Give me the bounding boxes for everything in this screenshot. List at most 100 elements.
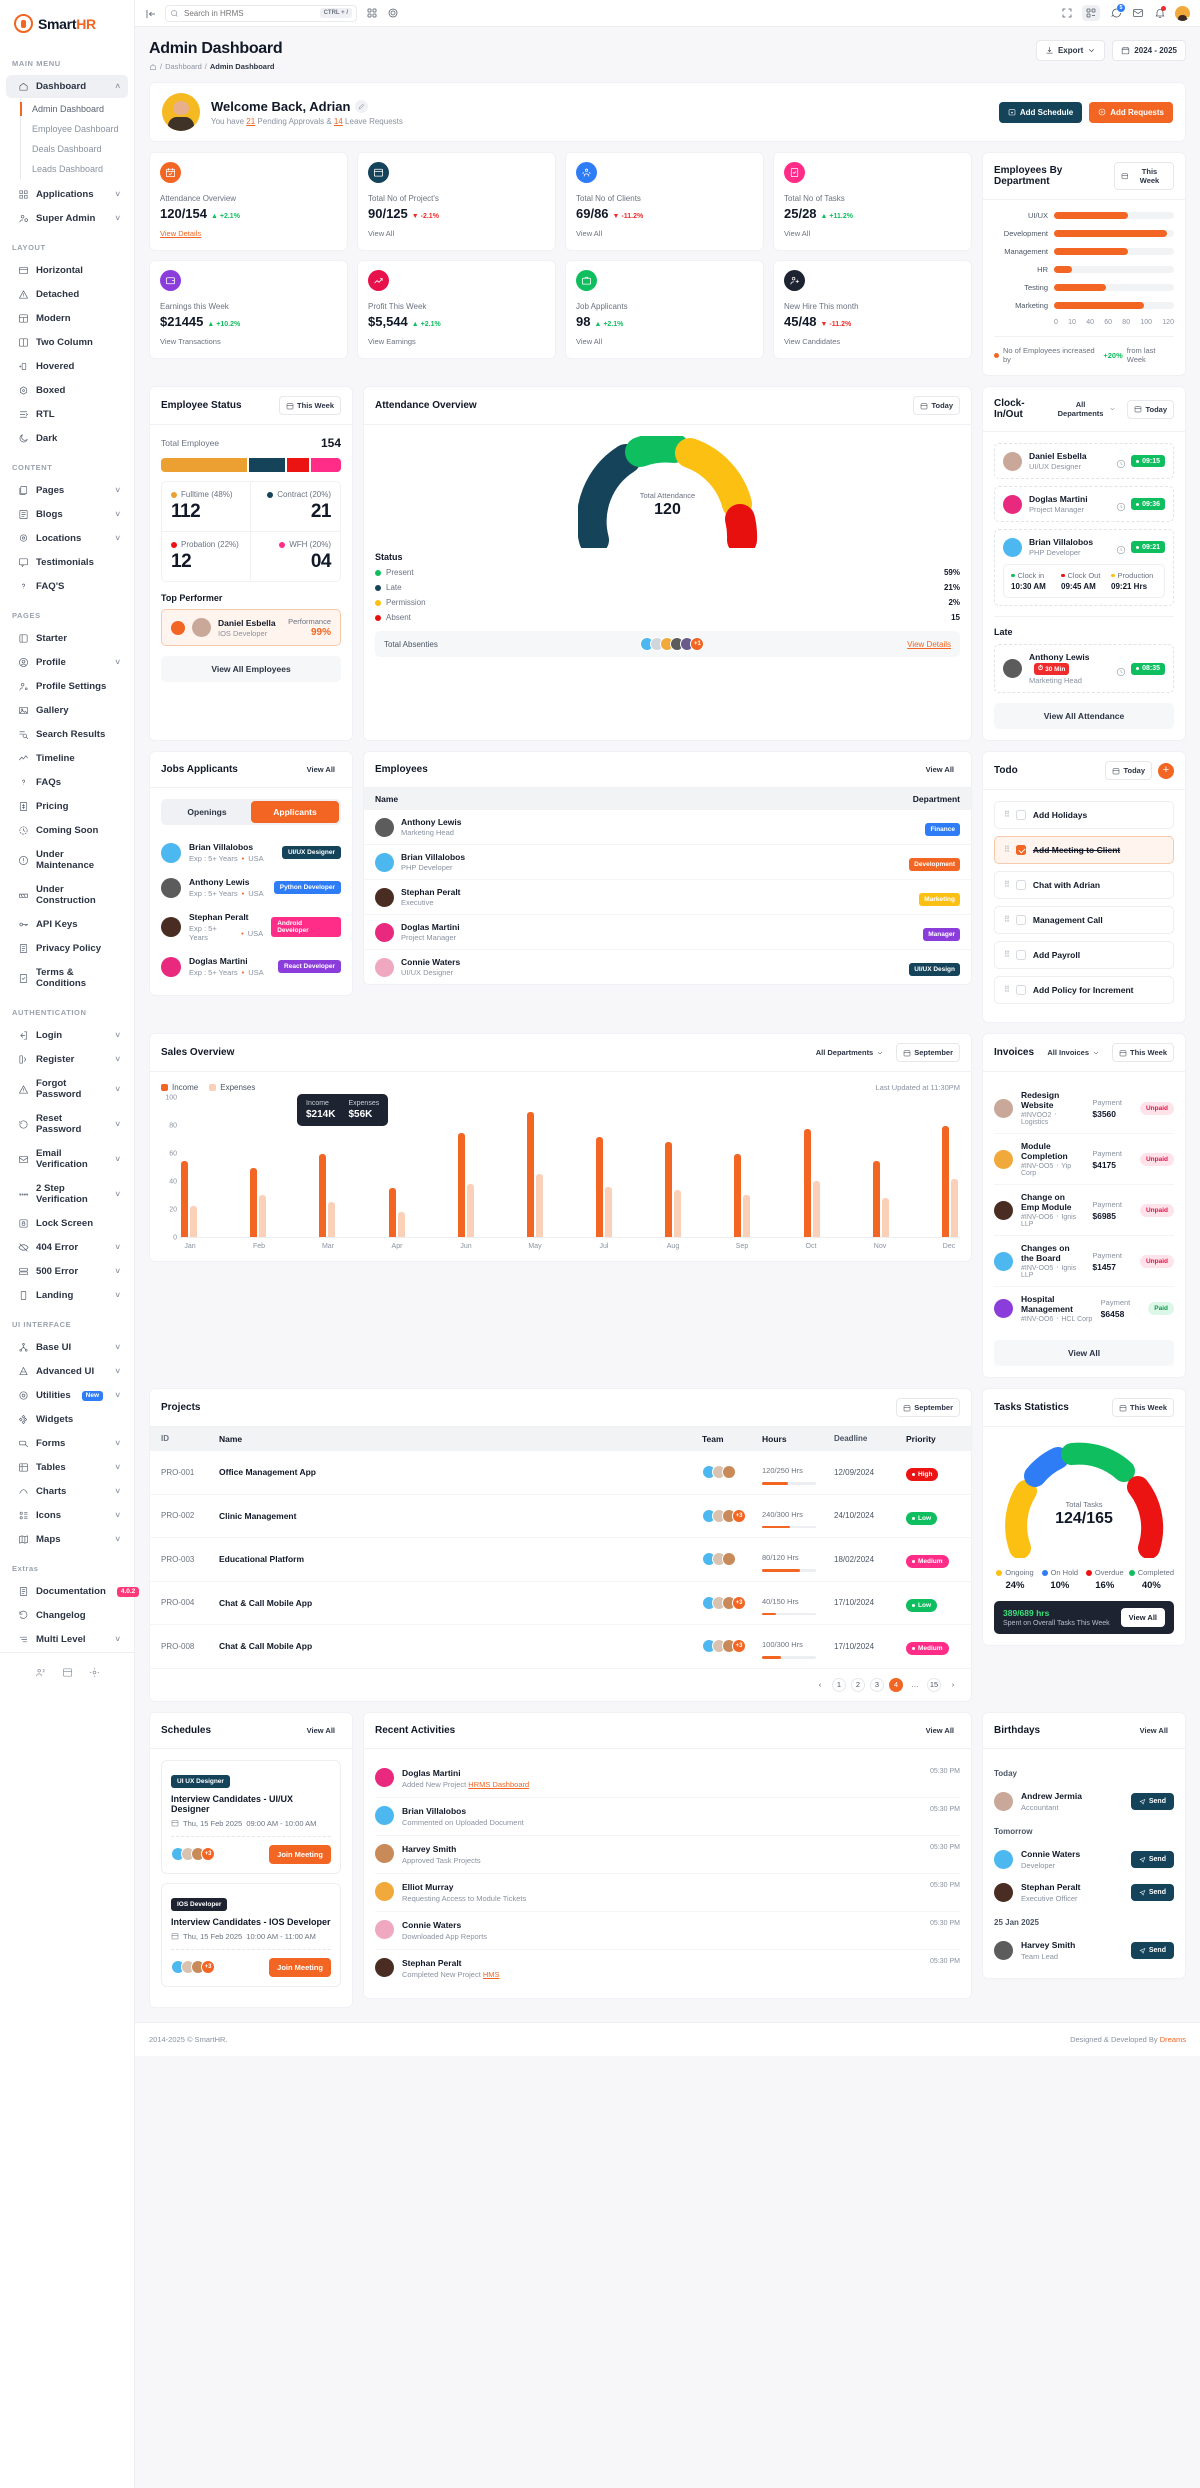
sidebar-item-horizontal[interactable]: Horizontal xyxy=(6,259,128,282)
jobs-view-all[interactable]: View All xyxy=(300,761,341,778)
drag-handle-icon[interactable]: ⠿ xyxy=(1004,950,1010,959)
pagination-prev[interactable]: ‹ xyxy=(813,1677,827,1692)
apps-grid-icon[interactable] xyxy=(365,7,378,20)
sidebar-item-applications[interactable]: Applications ˅ xyxy=(6,183,128,206)
todo-item[interactable]: ⠿ Add Holidays xyxy=(994,801,1174,829)
sidebar-item-pricing[interactable]: Pricing xyxy=(6,795,128,818)
sidebar-item-testimonials[interactable]: Testimonials xyxy=(6,551,128,574)
kpi-link[interactable]: View Candidates xyxy=(784,337,841,346)
sidebar-item-icons[interactable]: Icons ˅ xyxy=(6,1504,128,1527)
activity-highlight[interactable]: HMS xyxy=(482,1969,500,1979)
pagination-page[interactable]: 4 xyxy=(889,1677,903,1692)
users-footer-icon[interactable] xyxy=(35,1665,46,1677)
todo-item[interactable]: ⠿ Add Policy for Increment xyxy=(994,976,1174,1004)
pagination-page[interactable]: … xyxy=(908,1677,922,1692)
mail-icon[interactable] xyxy=(1131,7,1144,20)
sidebar-item-reset-password[interactable]: Reset Password ˅ xyxy=(6,1107,128,1141)
sidebar-item-detached[interactable]: Detached xyxy=(6,283,128,306)
pagination-next[interactable]: › xyxy=(946,1677,960,1692)
add-todo-button[interactable]: + xyxy=(1158,762,1174,779)
kpi-link[interactable]: View All xyxy=(784,229,811,238)
projects-filter[interactable]: September xyxy=(896,1398,960,1417)
activity-highlight[interactable]: HRMS Dashboard xyxy=(468,1779,530,1789)
search-box[interactable]: CTRL + / xyxy=(165,4,357,22)
tasks-view-all-button[interactable]: View All xyxy=(1120,1608,1165,1627)
drag-handle-icon[interactable]: ⠿ xyxy=(1004,915,1010,924)
join-meeting-button[interactable]: Join Meeting xyxy=(269,1844,331,1864)
sidebar-item-privacy-policy[interactable]: Privacy Policy xyxy=(6,937,128,960)
sidebar-item-tables[interactable]: Tables ˅ xyxy=(6,1456,128,1479)
pagination-page[interactable]: 15 xyxy=(927,1677,941,1692)
sidebar-item-starter[interactable]: Starter xyxy=(6,627,128,650)
todo-filter[interactable]: Today xyxy=(1105,761,1152,780)
sidebar-item-500-error[interactable]: 500 Error ˅ xyxy=(6,1260,128,1283)
employee-status-filter[interactable]: This Week xyxy=(279,396,341,415)
todo-item[interactable]: ⠿ Add Meeting to Client xyxy=(994,836,1174,864)
chat-icon[interactable]: 5 xyxy=(1109,3,1125,20)
sidebar-item-modern[interactable]: Modern xyxy=(6,307,128,330)
invoices-view-all-button[interactable]: View All xyxy=(994,1340,1174,1366)
todo-checkbox[interactable] xyxy=(1015,915,1026,925)
search-input[interactable] xyxy=(184,8,315,18)
sidebar-item-documentation[interactable]: Documentation 4.0.2 xyxy=(6,1580,140,1603)
dept-filter-button[interactable]: This Week xyxy=(1114,162,1174,190)
sidebar-subitem-admin-dashboard[interactable]: Admin Dashboard xyxy=(20,99,134,119)
kpi-link[interactable]: View All xyxy=(576,229,603,238)
app-switcher-icon[interactable] xyxy=(1082,5,1100,21)
sidebar-item-under-construction[interactable]: Under Construction xyxy=(6,878,128,912)
sidebar-item-404-error[interactable]: 404 Error ˅ xyxy=(6,1236,128,1259)
sidebar-item-changelog[interactable]: Changelog xyxy=(6,1604,128,1627)
sidebar-item-dashboard[interactable]: Dashboard ˄ xyxy=(6,75,128,98)
todo-checkbox[interactable] xyxy=(1015,845,1026,855)
sidebar-item-super-admin[interactable]: Super Admin ˅ xyxy=(6,207,128,230)
tab-openings[interactable]: Openings xyxy=(187,807,227,817)
sidebar-item-blogs[interactable]: Blogs ˅ xyxy=(6,503,128,526)
settings-gear-icon[interactable] xyxy=(386,7,399,20)
sidebar-item-dark[interactable]: Dark xyxy=(6,427,128,450)
kpi-link[interactable]: View Earnings xyxy=(368,337,416,346)
sidebar-item-email-verification[interactable]: Email Verification ˅ xyxy=(6,1142,128,1176)
kpi-link[interactable]: View Details xyxy=(160,229,202,238)
pagination-page[interactable]: 2 xyxy=(851,1677,865,1692)
sidebar-item-api-keys[interactable]: API Keys xyxy=(6,913,128,936)
sidebar-item-maps[interactable]: Maps ˅ xyxy=(6,1528,128,1551)
sidebar-item-landing[interactable]: Landing ˅ xyxy=(6,1284,128,1307)
view-details-link[interactable]: View Details xyxy=(907,639,951,649)
sidebar-item-widgets[interactable]: Widgets xyxy=(6,1408,128,1431)
clock-day-filter[interactable]: Today xyxy=(1127,399,1174,419)
sidebar-item-boxed[interactable]: Boxed xyxy=(6,379,128,402)
tab-applicants[interactable]: Applicants xyxy=(251,801,339,823)
fullscreen-icon[interactable] xyxy=(1060,7,1073,20)
sidebar-subitem-leads-dashboard[interactable]: Leads Dashboard xyxy=(32,164,104,174)
sidebar-item-2-step-verification[interactable]: 2 Step Verification ˅ xyxy=(6,1177,128,1211)
drag-handle-icon[interactable]: ⠿ xyxy=(1004,985,1010,994)
breadcrumb-dashboard[interactable]: Dashboard xyxy=(165,62,202,71)
export-button[interactable]: Export xyxy=(1035,40,1106,61)
kpi-link[interactable]: View All xyxy=(576,337,603,346)
todo-item[interactable]: ⠿ Chat with Adrian xyxy=(994,871,1174,899)
brand-logo[interactable]: SmartHR xyxy=(0,0,134,47)
todo-item[interactable]: ⠿ Management Call xyxy=(994,906,1174,934)
date-range-button[interactable]: 2024 - 2025 xyxy=(1112,40,1186,61)
add-schedule-button[interactable]: Add Schedule xyxy=(998,101,1083,123)
sidebar-item-charts[interactable]: Charts ˅ xyxy=(6,1480,128,1503)
employees-view-all[interactable]: View All xyxy=(919,761,960,778)
sidebar-item-locations[interactable]: Locations ˅ xyxy=(6,527,128,550)
sidebar-item-two-column[interactable]: Two Column xyxy=(6,331,128,354)
join-meeting-button[interactable]: Join Meeting xyxy=(269,1957,331,1977)
sidebar-item-lock-screen[interactable]: Lock Screen xyxy=(6,1212,128,1235)
sidebar-item-forms[interactable]: Forms ˅ xyxy=(6,1432,128,1455)
sidebar-item-utilities[interactable]: Utilities New ˅ xyxy=(6,1384,128,1407)
sidebar-subitem-deals-dashboard[interactable]: Deals Dashboard xyxy=(32,144,102,154)
sidebar-item-forgot-password[interactable]: Forgot Password ˅ xyxy=(6,1072,128,1106)
sidebar-item-gallery[interactable]: Gallery xyxy=(6,699,128,722)
sidebar-item-faqs[interactable]: FAQs xyxy=(6,771,128,794)
edit-profile-icon[interactable] xyxy=(355,99,369,113)
sidebar-item-search-results[interactable]: Search Results xyxy=(6,723,128,746)
layout-footer-icon[interactable] xyxy=(62,1665,73,1677)
sidebar-item-profile-settings[interactable]: Profile Settings xyxy=(6,675,128,698)
sidebar-item-multi-level[interactable]: Multi Level ˅ xyxy=(6,1628,128,1651)
send-wish-button[interactable]: Send xyxy=(1130,1883,1174,1901)
pagination-page[interactable]: 3 xyxy=(870,1677,884,1692)
sidebar-item-hovered[interactable]: Hovered xyxy=(6,355,128,378)
